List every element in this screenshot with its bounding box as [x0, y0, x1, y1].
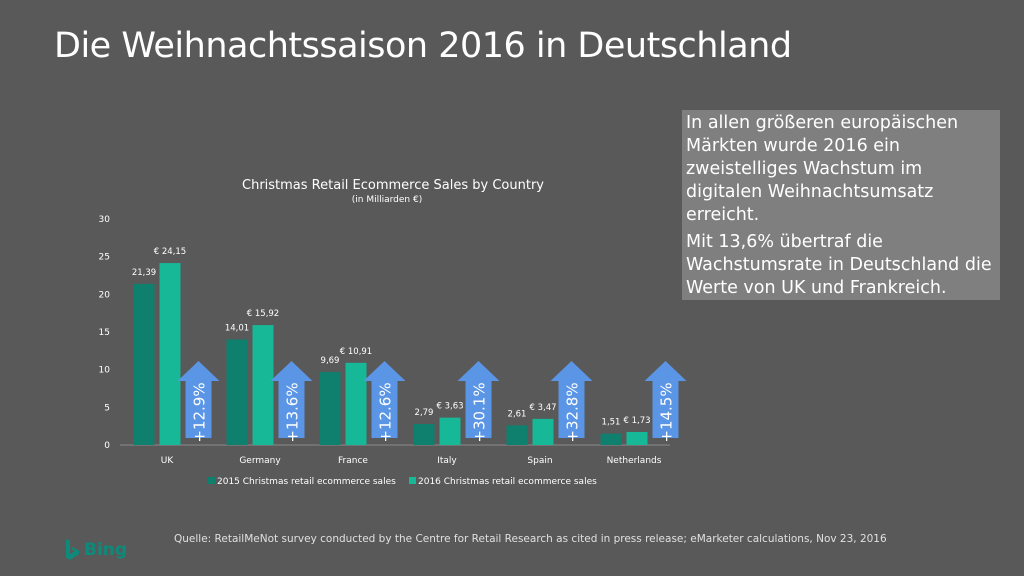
growth-label: +12.6%: [377, 382, 395, 442]
bar-2016: [252, 325, 274, 445]
bar-2016: [626, 431, 648, 445]
bar-2016: [159, 263, 181, 445]
growth-arrow-shape: [457, 361, 500, 438]
y-tick-label: 10: [99, 366, 111, 376]
legend-swatch: [409, 477, 416, 484]
data-label: 21,39: [132, 268, 156, 278]
y-tick-label: 25: [99, 253, 110, 263]
growth-arrow: +32.8%: [550, 361, 593, 443]
legend-swatch: [208, 477, 215, 484]
bar-2015: [413, 423, 435, 445]
bing-icon: [66, 539, 79, 560]
growth-label: +32.8%: [564, 382, 582, 442]
y-tick-label: 30: [99, 215, 111, 225]
growth-label: +14.5%: [658, 382, 676, 442]
growth-arrow: +13.6%: [270, 361, 313, 443]
growth-arrow: +30.1%: [457, 361, 500, 443]
bing-logo-text: Bing: [84, 540, 128, 560]
growth-arrow-shape: [363, 361, 406, 438]
legend-label: 2016 Christmas retail ecommerce sales: [418, 477, 597, 487]
x-tick-label: UK: [161, 456, 175, 466]
data-label: 2,61: [508, 409, 527, 419]
x-tick-label: Spain: [527, 456, 552, 466]
data-label: 2,79: [415, 408, 434, 418]
bing-logo: Bing: [64, 538, 127, 562]
data-label: € 3,47: [529, 403, 556, 413]
growth-arrow: +14.5%: [644, 361, 687, 443]
x-tick-label: Netherlands: [607, 456, 662, 466]
growth-arrow-shape: [270, 361, 313, 438]
growth-arrow-shape: [177, 361, 220, 438]
page-title: Die Weihnachtssaison 2016 in Deutschland: [54, 26, 792, 66]
bar-2015: [506, 425, 528, 445]
data-label: € 15,92: [247, 309, 279, 319]
bar-2016: [532, 418, 554, 445]
source-note: Quelle: RetailMeNot survey conducted by …: [174, 533, 887, 545]
growth-arrow: +12.9%: [177, 361, 220, 443]
data-label: € 10,91: [340, 347, 372, 357]
growth-arrow-shape: [644, 361, 687, 438]
chart-title: Christmas Retail Ecommerce Sales by Coun…: [242, 178, 544, 193]
growth-arrow: +12.6%: [363, 361, 406, 443]
data-label: € 24,15: [154, 247, 186, 257]
x-tick-label: Italy: [437, 456, 457, 466]
data-label: 1,51: [602, 418, 621, 428]
growth-label: +12.9%: [191, 382, 209, 442]
data-label: 9,69: [321, 356, 340, 366]
growth-label: +13.6%: [284, 382, 302, 442]
x-tick-label: France: [338, 456, 368, 466]
data-label: € 1,73: [623, 416, 650, 426]
key-insight-box: In allen größeren europäischen Märkten w…: [682, 110, 1000, 300]
legend-label: 2015 Christmas retail ecommerce sales: [217, 477, 396, 487]
growth-arrow-shape: [550, 361, 593, 438]
data-label: € 3,63: [436, 402, 463, 412]
data-label: 14,01: [225, 323, 249, 333]
chart-subtitle: (in Milliarden €): [352, 195, 422, 205]
y-tick-label: 15: [99, 328, 110, 338]
y-tick-label: 0: [104, 441, 110, 451]
bar-2016: [439, 417, 461, 445]
y-tick-label: 5: [104, 403, 110, 413]
growth-label: +30.1%: [471, 382, 489, 442]
x-tick-label: Germany: [239, 456, 281, 466]
bar-2015: [319, 372, 341, 445]
callout-paragraph-1: In allen größeren europäischen Märkten w…: [686, 113, 959, 225]
callout-paragraph-2: Mit 13,6% übertraf die Wachstumsrate in …: [686, 232, 992, 298]
y-tick-label: 20: [99, 290, 111, 300]
bar-2015: [226, 339, 248, 445]
bar-2016: [345, 362, 367, 445]
bar-2015: [133, 283, 155, 445]
bar-2015: [600, 433, 622, 445]
